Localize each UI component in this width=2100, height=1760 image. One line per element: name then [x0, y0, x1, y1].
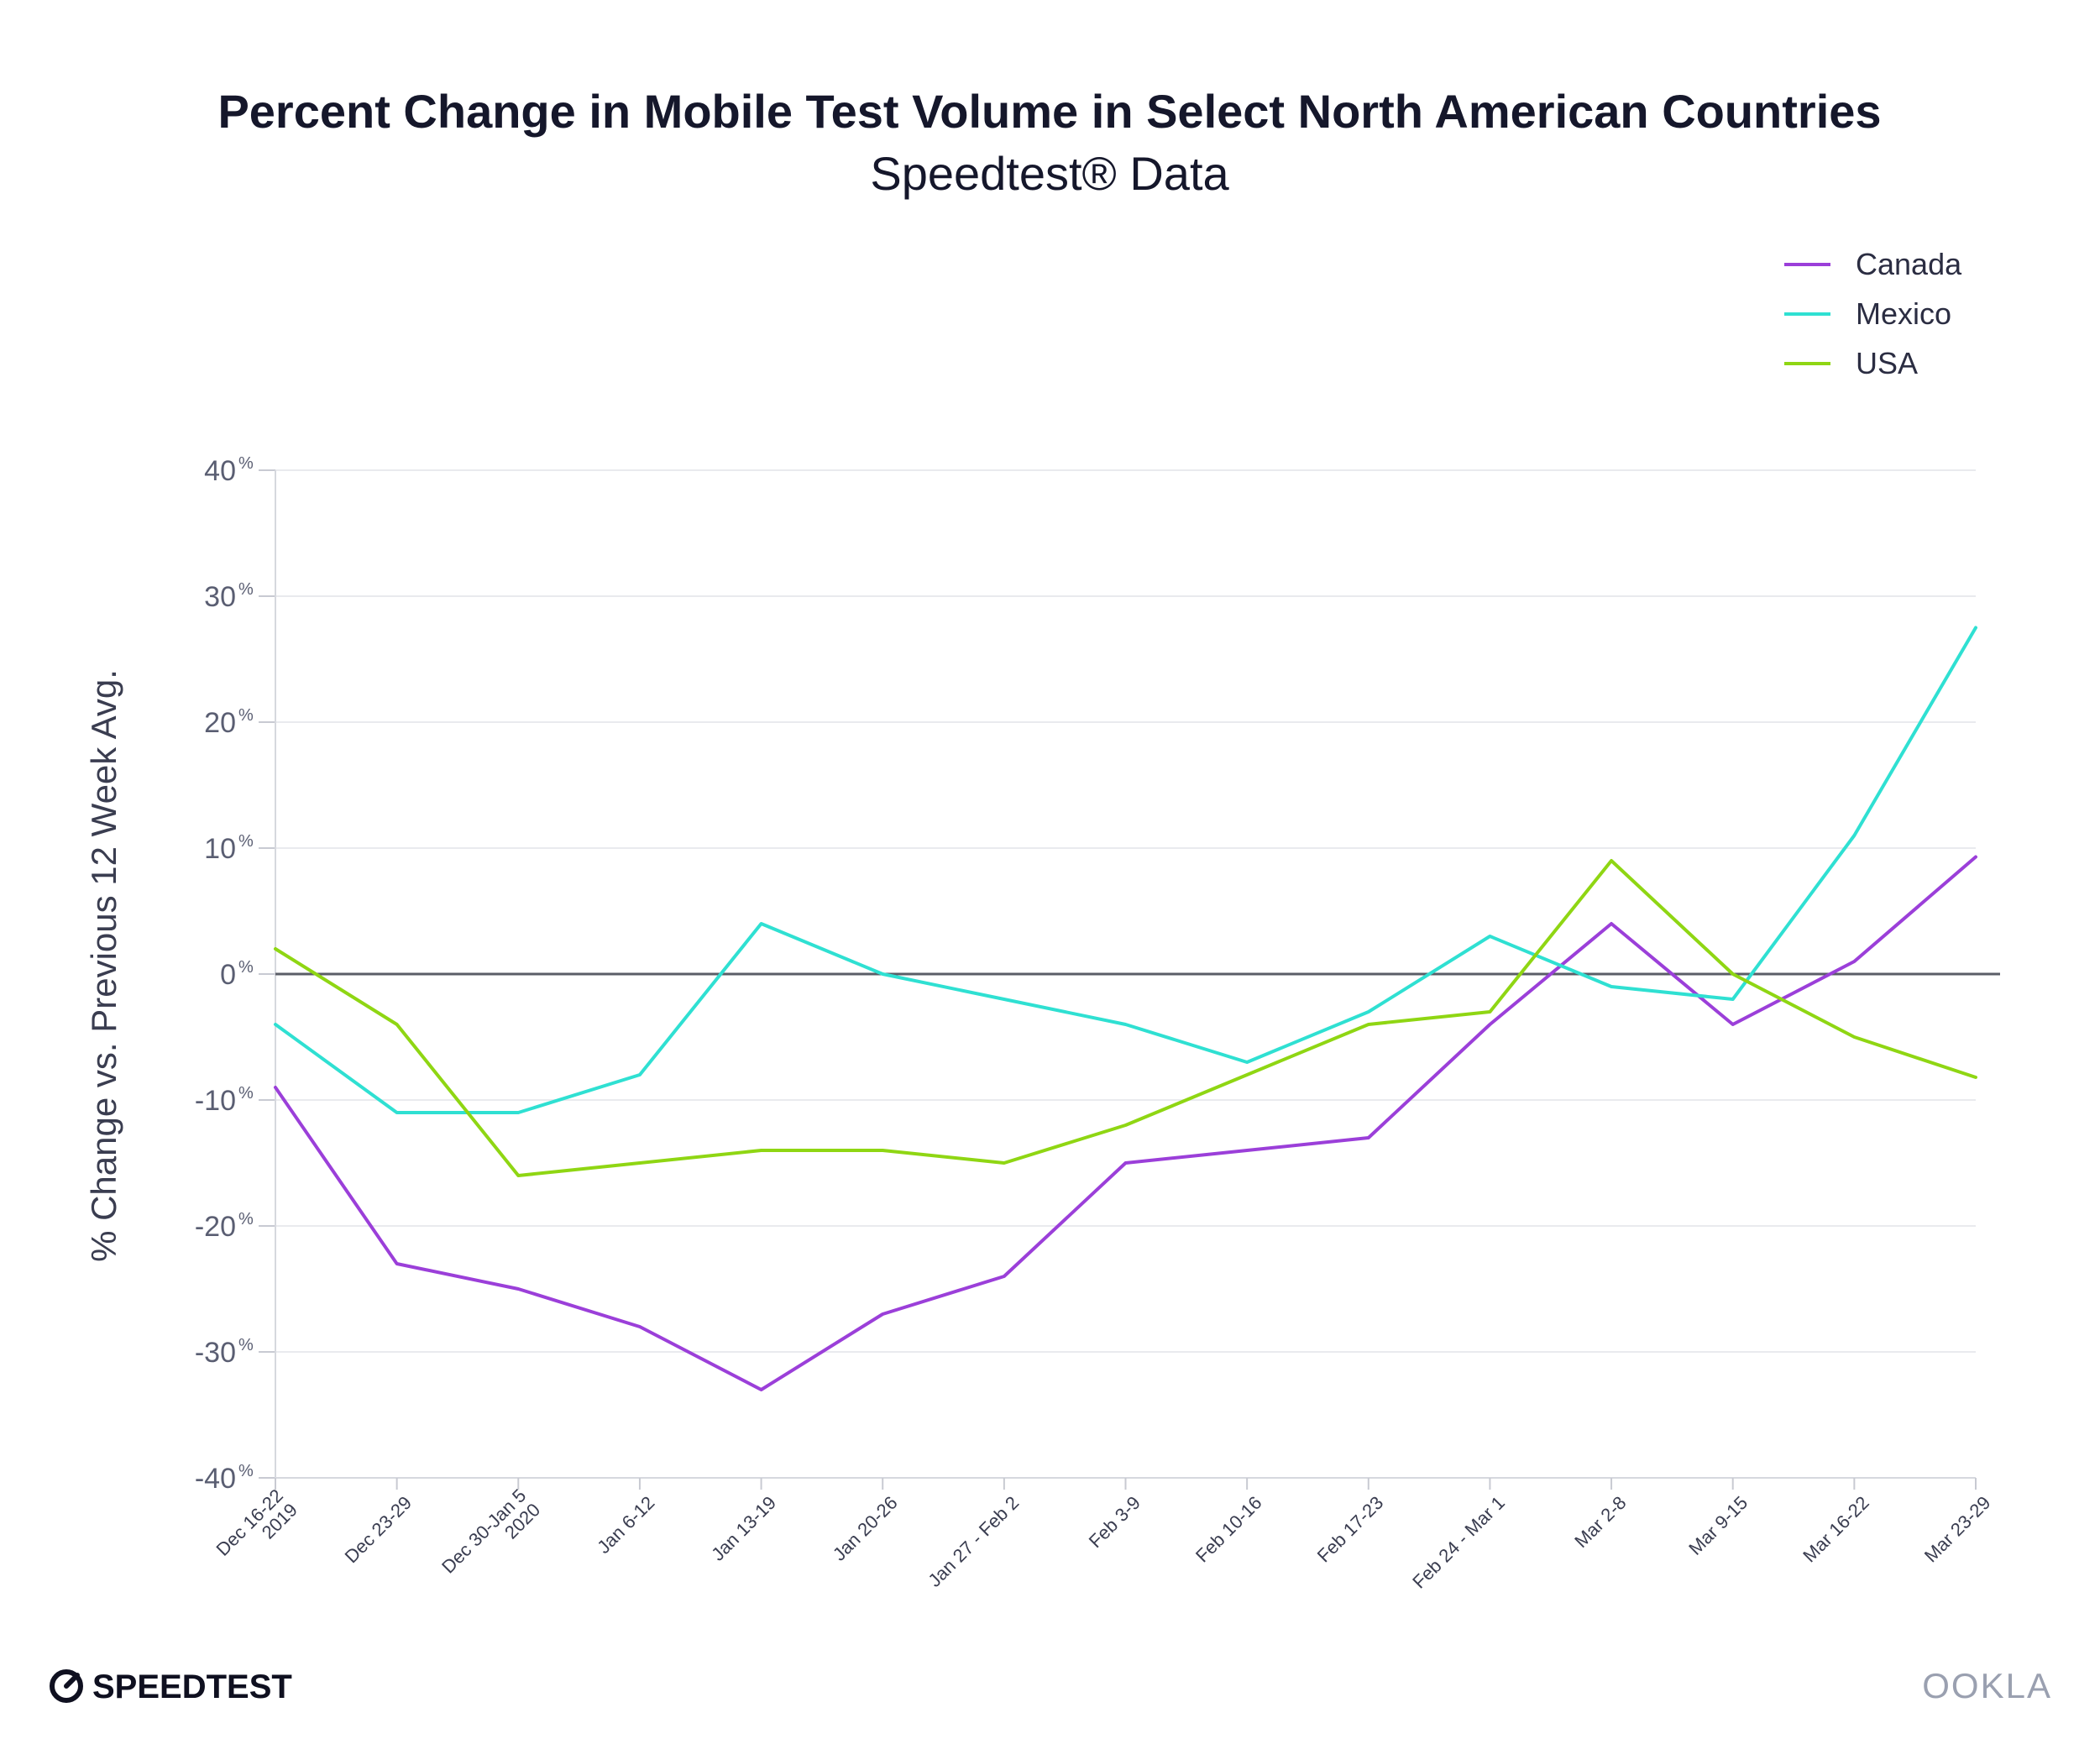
x-tick-label: Feb 17-23 [1313, 1492, 1388, 1567]
series-line-mexico [274, 626, 1977, 1114]
speedtest-logo-icon [50, 1669, 83, 1703]
x-tick-label-line: Mar 23-29 [1920, 1492, 1995, 1567]
y-tick-label: -10 [195, 1085, 236, 1117]
y-tick-percent: % [238, 958, 254, 977]
speedtest-logo-needle [64, 1673, 80, 1689]
series-layer [274, 626, 1977, 1391]
ookla-logo: OOKLA [1922, 1666, 2052, 1705]
x-tick-label-line: Jan 6-12 [593, 1492, 658, 1558]
x-tick-label-line: Feb 10-16 [1191, 1492, 1266, 1567]
legend-label-mexico: Mexico [1856, 296, 1951, 331]
x-tick-label: Jan 6-12 [593, 1492, 658, 1558]
y-tick-label: 20 [204, 707, 236, 739]
y-tick-percent: % [238, 580, 254, 599]
x-tick-label-line: Feb 3-9 [1085, 1492, 1144, 1552]
y-axis-title: % Change vs. Previous 12 Week Avg. [84, 669, 123, 1262]
x-tick-label: Feb 24 - Mar 1 [1408, 1492, 1509, 1593]
x-tick-label: Jan 27 - Feb 2 [924, 1492, 1023, 1591]
x-tick-label: Jan 20-26 [829, 1492, 902, 1565]
x-tick-label-line: Feb 24 - Mar 1 [1408, 1492, 1509, 1593]
y-tick-percent: % [238, 706, 254, 725]
x-tick-label-line: Mar 9-15 [1684, 1492, 1752, 1559]
y-tick-label: 0 [220, 959, 236, 991]
chart-title: Percent Change in Mobile Test Volume in … [217, 85, 1881, 138]
chart-legend: Canada Mexico USA [1784, 247, 1962, 380]
legend-label-usa: USA [1856, 346, 1918, 380]
y-tick-label: 40 [204, 455, 236, 487]
x-tick-label-line: Jan 27 - Feb 2 [924, 1492, 1023, 1591]
x-tick-label-line: Jan 13-19 [707, 1492, 780, 1565]
x-tick-label-line: Feb 17-23 [1313, 1492, 1388, 1567]
grid-layer [275, 469, 1976, 1353]
y-tick-percent: % [238, 832, 254, 851]
x-tick-label: Feb 3-9 [1085, 1492, 1144, 1552]
y-tick-percent: % [238, 1336, 254, 1354]
x-tick-label: Mar 23-29 [1920, 1492, 1995, 1567]
y-tick-label: -40 [195, 1463, 236, 1495]
x-tick-label-line: Dec 23-29 [341, 1492, 416, 1567]
y-tick-label: 10 [204, 833, 236, 865]
x-tick-label: Feb 10-16 [1191, 1492, 1266, 1567]
y-tick-label: -20 [195, 1211, 236, 1243]
x-tick-label: Mar 16-22 [1799, 1492, 1873, 1567]
x-tick-label-line: Mar 16-22 [1799, 1492, 1873, 1567]
y-tick-percent: % [238, 1210, 254, 1228]
legend-label-canada: Canada [1856, 247, 1962, 281]
y-tick-percent: % [238, 1084, 254, 1103]
x-tick-label: Dec 23-29 [341, 1492, 416, 1567]
x-tick-label: Mar 2-8 [1570, 1492, 1630, 1552]
speedtest-logo: SPEEDTEST [50, 1668, 292, 1705]
y-tick-percent: % [238, 1462, 254, 1480]
y-tick-percent: % [238, 454, 254, 473]
x-tick-label-line: Jan 20-26 [829, 1492, 902, 1565]
chart-subtitle: Speedtest® Data [870, 147, 1229, 200]
series-line-usa [274, 859, 1977, 1177]
series-line-canada [274, 855, 1977, 1391]
x-tick-label: Mar 9-15 [1684, 1492, 1752, 1559]
x-tick-label-line: Mar 2-8 [1570, 1492, 1630, 1552]
y-tick-label: 30 [204, 581, 236, 613]
x-tick-label: Jan 13-19 [707, 1492, 780, 1565]
speedtest-wordmark: SPEEDTEST [92, 1668, 292, 1705]
y-tick-label: -30 [195, 1337, 236, 1369]
